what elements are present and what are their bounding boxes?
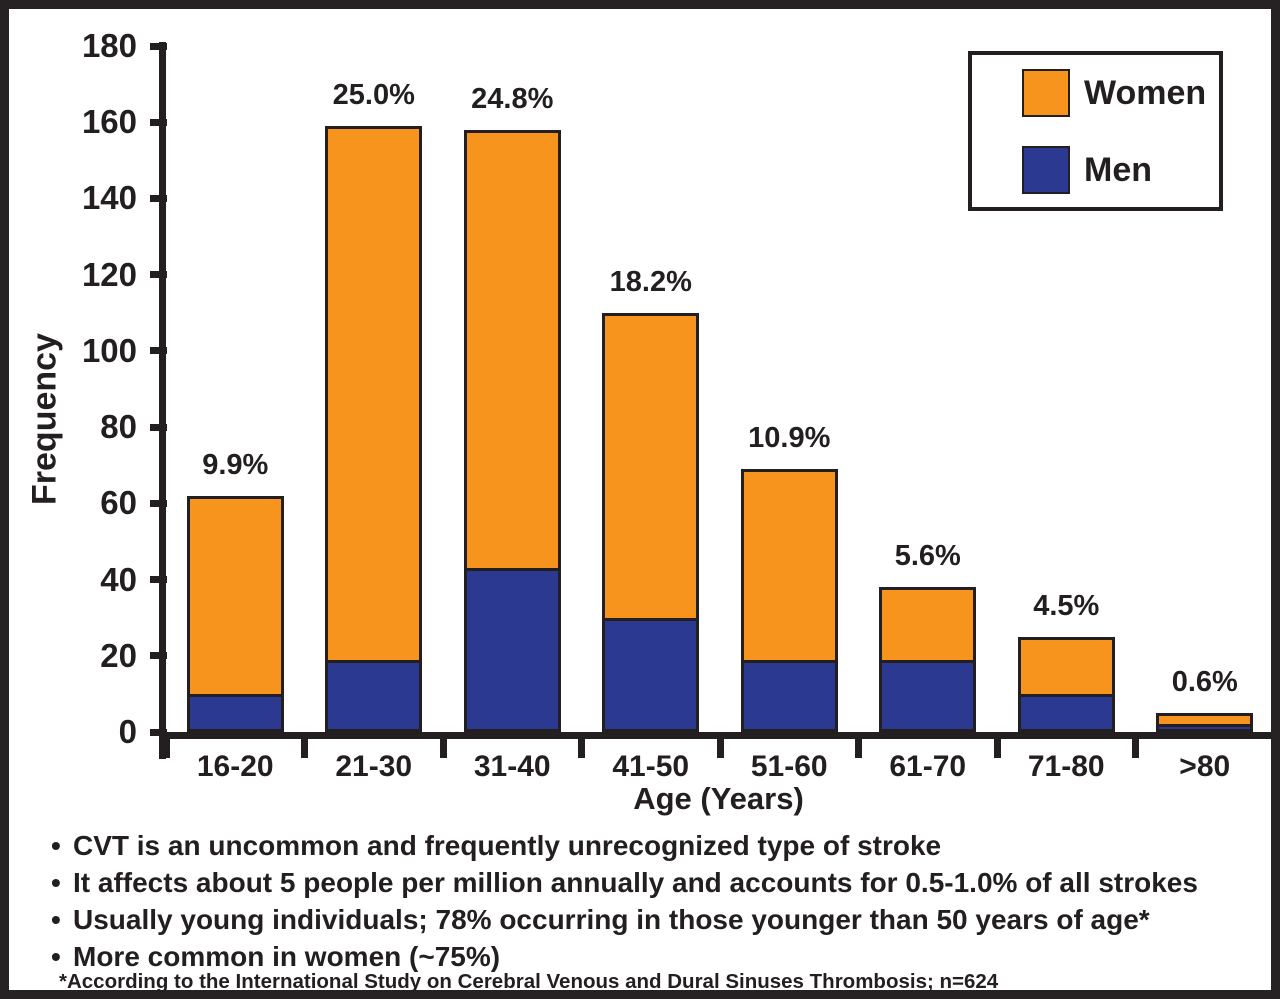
x-axis-tick [578,739,585,758]
x-axis-tick-label: 16-20 [196,750,274,783]
y-axis-tick-label: 60 [100,484,137,522]
bar-segment-men-51-60 [740,659,838,732]
legend-swatch-men [1022,146,1070,194]
y-axis-tick-label: 0 [118,713,137,750]
bar->80 [1156,712,1254,732]
bar-percentage-label: 9.9% [202,448,269,481]
bar-16-20 [186,495,284,732]
bullet-item: • More common in women (~75%) [51,938,1261,975]
bar-31-40 [463,129,561,732]
x-axis-tick-label: 61-70 [889,750,967,783]
bar-71-80 [1017,636,1115,732]
bar-segment-men-16-20 [186,693,284,732]
y-axis-tick-label: 160 [81,103,137,141]
legend-label-women: Women [1084,74,1207,112]
bar-percentage-label: 4.5% [1033,589,1100,622]
bar-percentage-label: 5.6% [894,540,961,573]
bar-percentage-label: 24.8% [471,82,554,115]
y-axis-tick-label: 80 [100,408,137,446]
x-axis-tick [993,739,1001,758]
chart-area: Frequency Age (Years) 0 20 40 60 80 100 120 140… [9,9,1271,990]
x-axis-tick-label: 31-40 [473,750,551,783]
bar-segment-women-31-40 [463,129,561,569]
footnote: *According to the International Study on… [59,970,999,993]
bar-percentage-label: 18.2% [609,265,692,298]
bar-percentage-label: 0.6% [1171,665,1238,698]
bar-segment-women-41-50 [602,312,700,618]
bar-61-70 [879,587,977,732]
bullet-text: More common in women (~75%) [73,941,501,972]
y-axis-tick [150,576,167,584]
bullet-text: CVT is an uncommon and frequently unreco… [73,830,942,861]
y-axis-tick [150,194,167,202]
bar-segment-women-61-70 [879,587,977,660]
x-axis-tick [301,739,308,758]
bar-41-50 [602,312,700,732]
bullet-marker: • [51,867,61,898]
y-axis-tick-label: 40 [100,560,137,598]
y-axis-tick-label: 140 [81,179,137,217]
y-axis-tick [150,728,167,736]
bar-51-60 [740,469,838,732]
bullet-item: • Usually young individuals; 78% occurrin… [51,901,1261,938]
bar-segment-men-21-30 [325,659,423,732]
legend: Women Men [968,51,1223,211]
y-axis-tick [150,499,167,507]
bullet-marker: • [51,904,61,935]
bar-segment-women->80 [1156,712,1254,725]
y-axis-tick [150,347,167,355]
bar-segment-men-41-50 [602,617,700,732]
bar-percentage-label: 25.0% [332,79,415,112]
x-axis-title: Age (Years) [633,781,804,816]
bar-segment-women-16-20 [186,495,284,694]
legend-swatch-women [1022,69,1070,117]
x-axis-tick [162,739,170,758]
y-axis-tick [150,423,167,431]
bullet-marker: • [51,941,61,972]
x-axis-tick-label: 21-30 [335,750,413,783]
bar-segment-men-61-70 [879,659,977,732]
y-axis-tick-label: 100 [81,331,137,369]
y-axis-tick-label: 180 [81,27,137,64]
bullet-text: It affects about 5 people per million an… [73,867,1198,898]
x-axis-tick-label: 71-80 [1027,750,1105,783]
y-axis-line [159,42,166,759]
y-axis-tick [150,118,167,126]
bullet-item: • CVT is an uncommon and frequently unrec… [51,827,1261,864]
x-axis-tick [1132,739,1139,758]
y-axis-tick [150,42,167,50]
bar-segment-women-51-60 [740,469,838,660]
bullet-marker: • [51,830,61,861]
x-axis-tick-label: 41-50 [612,750,690,783]
bar-segment-men-31-40 [463,568,561,732]
bar-percentage-label: 10.9% [748,422,831,455]
x-axis-line [159,732,1271,739]
bar-segment-women-71-80 [1017,636,1115,694]
bar-segment-men->80 [1156,724,1254,732]
x-axis-tick-label: >80 [1179,750,1231,783]
x-axis-tick-label: 51-60 [750,750,828,783]
bar-21-30 [325,126,423,732]
y-axis-tick-label: 20 [100,636,137,674]
x-axis-tick [855,739,862,758]
legend-label-men: Men [1084,151,1152,189]
bar-segment-women-21-30 [325,126,423,660]
y-axis-tick [150,652,167,660]
bar-segment-men-71-80 [1017,693,1115,732]
bullet-text: Usually young individuals; 78% occurring… [73,904,1150,935]
x-axis-tick [439,739,447,758]
y-axis-tick [150,271,167,279]
bullet-item: • It affects about 5 people per million a… [51,864,1261,901]
y-axis-tick-label: 120 [81,255,137,293]
bullet-list: • CVT is an uncommon and frequently unrec… [51,827,1261,975]
x-axis-tick [716,739,724,758]
